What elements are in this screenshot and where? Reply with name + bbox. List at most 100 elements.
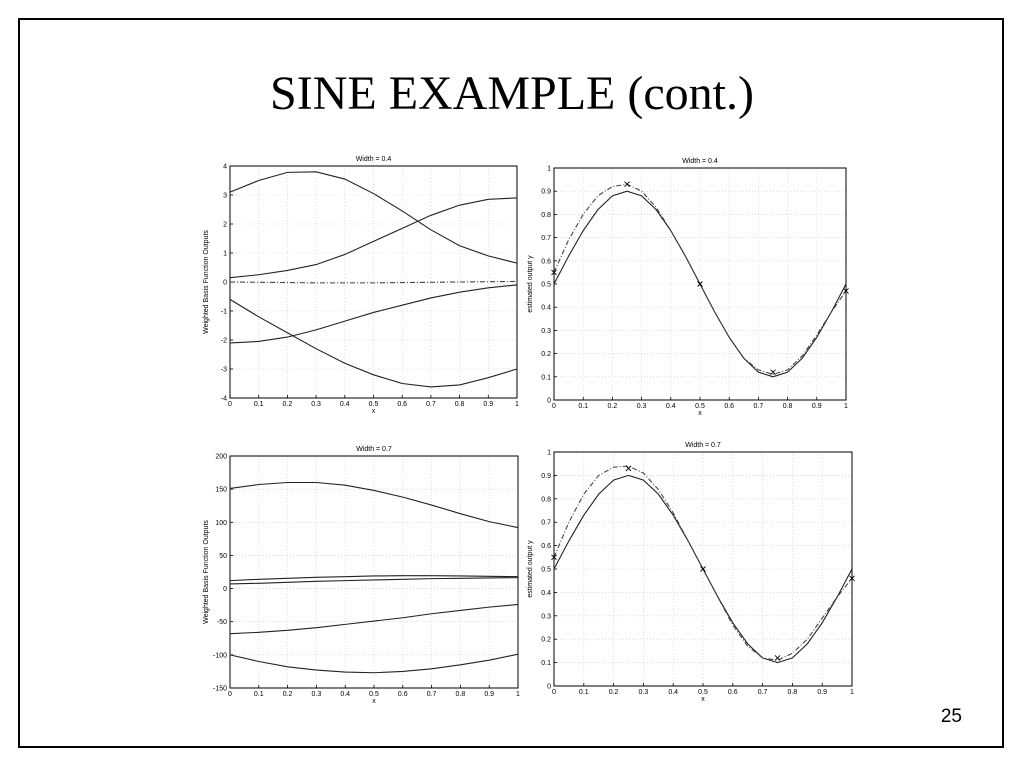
- y-axis-label: estimated output y: [527, 540, 534, 598]
- y-tick-label: 0.3: [541, 613, 551, 620]
- y-tick-label: -1: [221, 309, 227, 316]
- y-tick-label: 0.2: [541, 351, 551, 358]
- x-tick-label: 0.2: [283, 691, 293, 698]
- marker-stroke: [774, 655, 781, 661]
- marker-stroke: [843, 288, 849, 294]
- x-tick-label: 0.1: [254, 401, 264, 408]
- y-tick-label: 0.6: [541, 258, 551, 265]
- y-tick-label: 0.9: [541, 473, 551, 480]
- data-marker: [700, 566, 706, 572]
- y-tick-label: 0.4: [541, 305, 551, 312]
- data-marker: [625, 465, 632, 472]
- y-tick-label: -100: [213, 652, 227, 659]
- y-tick-label: 0.1: [541, 374, 551, 381]
- x-tick-label: 0.4: [666, 403, 676, 410]
- series-line-3: [229, 280, 518, 284]
- x-tick-label: 1: [515, 401, 519, 408]
- y-tick-label: 0: [223, 586, 227, 593]
- marker-stroke: [625, 465, 632, 472]
- y-tick-label: 200: [215, 454, 227, 461]
- y-tick-label: 0.8: [541, 212, 551, 219]
- series-line-1: [229, 481, 519, 529]
- data-marker: [770, 369, 776, 375]
- y-tick-label: 0.4: [541, 590, 551, 597]
- y-tick-label: 3: [223, 193, 227, 200]
- x-tick-label: 0.8: [783, 403, 793, 410]
- x-tick-label: 0.3: [311, 401, 321, 408]
- x-tick-label: 0.9: [817, 689, 827, 696]
- y-tick-label: 0.2: [541, 637, 551, 644]
- y-tick-label: 0.8: [541, 496, 551, 503]
- x-tick-label: 0.6: [398, 691, 408, 698]
- y-tick-label: 1: [547, 166, 551, 173]
- y-tick-label: 0.3: [541, 328, 551, 335]
- slide-frame: [18, 18, 1004, 748]
- y-tick-label: 100: [215, 520, 227, 527]
- y-axis-label: Weighted Basis Function Outputs: [203, 230, 210, 334]
- marker-stroke: [551, 554, 557, 561]
- y-tick-label: -3: [221, 367, 227, 374]
- x-tick-label: 1: [516, 691, 520, 698]
- x-tick-label: 0: [552, 403, 556, 410]
- x-tick-label: 0.5: [369, 401, 379, 408]
- chart-title: Width = 0.4: [682, 158, 718, 165]
- x-axis-label: x: [701, 696, 705, 703]
- x-tick-label: 0.2: [608, 403, 618, 410]
- y-tick-label: 0.7: [541, 520, 551, 527]
- chart-bottom-right: 0 0.1 0.2 0.3 0.4 0.5 0.6 0.7 0.8 0.9 1 0 0.1 0.2 0.3 0…: [527, 442, 855, 703]
- x-tick-label: 0.7: [754, 403, 764, 410]
- series-line-5: [229, 284, 518, 344]
- y-tick-label: 0.1: [541, 660, 551, 667]
- x-tick-label: 0.7: [758, 689, 768, 696]
- y-tick-label: -150: [213, 686, 227, 693]
- y-axis-label: estimated output y: [527, 255, 534, 313]
- marker-stroke: [700, 566, 706, 572]
- data-marker: [774, 655, 781, 661]
- y-tick-label: 0: [223, 280, 227, 287]
- x-tick-label: 0.4: [340, 401, 350, 408]
- series-line-4: [229, 603, 519, 635]
- x-tick-label: 0.5: [695, 403, 705, 410]
- x-tick-label: 0.3: [639, 689, 649, 696]
- slide-title: SINE EXAMPLE (cont.): [270, 67, 754, 120]
- y-tick-label: 1: [547, 450, 551, 457]
- y-tick-label: 4: [223, 164, 227, 171]
- x-axis-label: x: [372, 408, 376, 415]
- x-tick-label: 0.9: [483, 401, 493, 408]
- x-tick-label: 0: [228, 691, 232, 698]
- x-tick-label: 0.2: [283, 401, 293, 408]
- x-tick-label: 0.3: [637, 403, 647, 410]
- chart-title: Width = 0.7: [685, 442, 721, 449]
- x-tick-label: 0.9: [812, 403, 822, 410]
- x-tick-label: 0.7: [427, 691, 437, 698]
- chart-top-right: 0 0.1 0.2 0.3 0.4 0.5 0.6 0.7 0.8 0.9 1 0 0.1 0.2 0.3 0…: [527, 158, 849, 417]
- marker-stroke: [697, 281, 703, 287]
- x-tick-label: 1: [844, 403, 848, 410]
- y-tick-label: 2: [223, 222, 227, 229]
- data-marker: [697, 281, 703, 287]
- y-tick-label: 0.9: [541, 189, 551, 196]
- series-line-5: [229, 653, 519, 674]
- y-tick-label: 0: [547, 398, 551, 405]
- y-tick-label: 1: [223, 251, 227, 258]
- x-axis-label: x: [372, 698, 376, 705]
- chart-bottom-left: 0 0.1 0.2 0.3 0.4 0.5 0.6 0.7 0.8 0.9 1 -150 -100 -50…: [203, 446, 520, 705]
- marker-stroke: [551, 269, 557, 276]
- x-tick-label: 0.8: [788, 689, 798, 696]
- x-tick-label: 0.1: [254, 691, 264, 698]
- y-tick-label: 0.6: [541, 543, 551, 550]
- y-tick-label: 0.5: [541, 282, 551, 289]
- x-tick-label: 0.6: [724, 403, 734, 410]
- y-tick-label: 0.5: [541, 567, 551, 574]
- x-tick-label: 0.7: [426, 401, 436, 408]
- series-line-2: [229, 575, 519, 582]
- x-tick-label: 0.1: [578, 403, 588, 410]
- x-tick-label: 0.6: [728, 689, 738, 696]
- series-line-2: [553, 183, 847, 376]
- y-tick-label: 150: [215, 487, 227, 494]
- x-tick-label: 0: [228, 401, 232, 408]
- marker-stroke: [849, 575, 855, 582]
- y-tick-label: -2: [221, 338, 227, 345]
- y-tick-label: 50: [219, 553, 227, 560]
- x-axis-label: x: [698, 410, 702, 417]
